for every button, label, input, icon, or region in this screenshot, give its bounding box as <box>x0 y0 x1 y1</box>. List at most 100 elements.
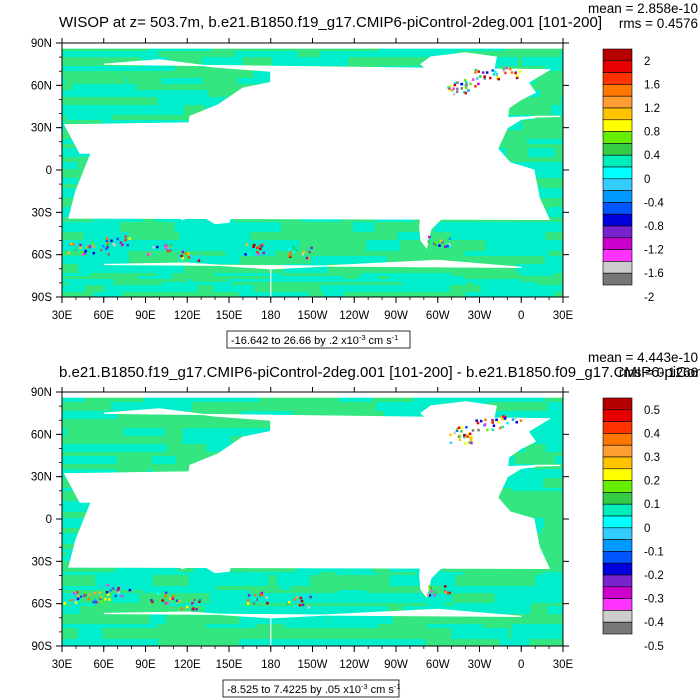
ocean-patch <box>84 285 105 292</box>
land-masses <box>62 43 563 297</box>
ocean-patch <box>427 603 445 606</box>
ocean-patch <box>282 614 327 624</box>
colorbar-segment <box>602 515 633 529</box>
ocean-patch <box>90 273 157 276</box>
anomaly-speck <box>184 252 188 255</box>
land-mass <box>0 409 59 508</box>
anomaly-speck <box>79 246 82 250</box>
land-polar-north <box>62 43 563 49</box>
ocean-patch <box>531 178 563 184</box>
ocean-patch <box>137 276 172 279</box>
anomaly-speck <box>467 89 470 92</box>
anomaly-speck <box>168 597 172 600</box>
anomaly-speck <box>156 592 160 595</box>
land-polar-north <box>62 392 563 398</box>
anomaly-speck <box>502 415 505 418</box>
x-tick-label: 30E <box>553 659 574 671</box>
ocean-patch <box>110 402 192 411</box>
anomaly-speck <box>191 601 194 605</box>
colorbar-segment <box>602 178 633 191</box>
anomaly-speck <box>434 243 437 247</box>
ocean-band <box>62 292 563 297</box>
ocean-patch <box>172 273 215 276</box>
anomaly-speck <box>308 249 312 252</box>
anomaly-speck <box>108 598 111 601</box>
anomaly-speck <box>247 594 251 597</box>
anomaly-speck <box>295 595 299 599</box>
anomaly-speck <box>182 604 186 607</box>
anomaly-speck <box>457 426 461 429</box>
ocean-patch <box>460 232 546 240</box>
anomaly-speck <box>463 433 466 437</box>
ocean-patch <box>128 256 191 264</box>
anomaly-speck <box>477 70 481 73</box>
land-mass <box>290 416 446 509</box>
anomaly-speck <box>502 67 505 71</box>
ocean-patch <box>272 57 349 66</box>
x-tick-label: 30E <box>52 310 73 322</box>
anomaly-speck <box>501 425 504 429</box>
colorbar-segment <box>602 72 633 85</box>
anomaly-speck <box>245 243 249 246</box>
land-mass <box>409 155 474 249</box>
anomaly-speck <box>180 607 184 611</box>
range-text: -16.642 to 26.66 by .2 x10 <box>231 335 359 347</box>
ocean-patch <box>187 590 250 593</box>
anomaly-speck <box>161 602 165 605</box>
anomaly-speck <box>293 598 297 601</box>
ocean-patch <box>79 606 161 614</box>
anomaly-speck <box>287 254 291 257</box>
anomaly-speck <box>116 237 119 241</box>
anomaly-speck <box>114 594 117 598</box>
anomaly-speck <box>193 598 196 602</box>
anomaly-speck <box>91 242 95 245</box>
anomaly-speck <box>74 601 78 604</box>
anomaly-speck <box>469 82 472 86</box>
ocean-patch <box>451 628 488 639</box>
anomaly-speck <box>164 591 168 595</box>
anomaly-speck <box>84 592 87 595</box>
ocean-patch <box>78 264 126 273</box>
anomaly-speck <box>448 243 451 246</box>
anomaly-speck <box>460 82 463 86</box>
land-mass <box>570 409 700 508</box>
ocean-band <box>62 251 563 256</box>
ocean-patch <box>378 572 416 575</box>
colorbar-segment <box>602 154 633 168</box>
ocean-patch <box>128 78 162 84</box>
anomaly-speck <box>301 603 305 607</box>
anomaly-speck <box>472 78 475 81</box>
anomaly-speck <box>105 591 109 594</box>
anomaly-speck <box>509 67 512 71</box>
colorbar-label: -0.2 <box>644 570 664 582</box>
anomaly-speck <box>76 597 80 601</box>
colorbar-label: -0.3 <box>644 594 664 606</box>
ocean-patch <box>545 395 563 402</box>
anomaly-speck <box>187 255 191 259</box>
colorbar-label: -1.2 <box>644 245 664 257</box>
ocean-patch <box>155 606 204 614</box>
anomaly-speck <box>246 602 250 605</box>
anomaly-speck <box>491 428 494 431</box>
land-mass <box>150 509 230 531</box>
ocean-band <box>62 624 563 628</box>
anomaly-speck <box>452 87 455 90</box>
anomaly-speck <box>121 243 124 247</box>
anomaly-speck <box>510 71 514 74</box>
anomaly-speck <box>447 591 450 595</box>
ocean-patch <box>197 285 214 292</box>
anomaly-speck <box>192 607 195 610</box>
land-masses <box>0 392 700 646</box>
ocean-patch <box>170 282 232 285</box>
ocean-band <box>62 256 563 264</box>
anomaly-speck <box>488 76 492 80</box>
anomaly-speck <box>477 428 480 432</box>
y-tick-label: 30S <box>32 207 53 219</box>
y-tick-label: 30S <box>32 556 53 568</box>
colorbar-label: -0.1 <box>644 546 664 558</box>
ocean-patch <box>553 273 563 276</box>
ocean-band <box>62 603 563 606</box>
anomaly-speck <box>469 436 473 440</box>
anomaly-speck <box>426 593 430 597</box>
ocean-patch <box>387 606 404 614</box>
